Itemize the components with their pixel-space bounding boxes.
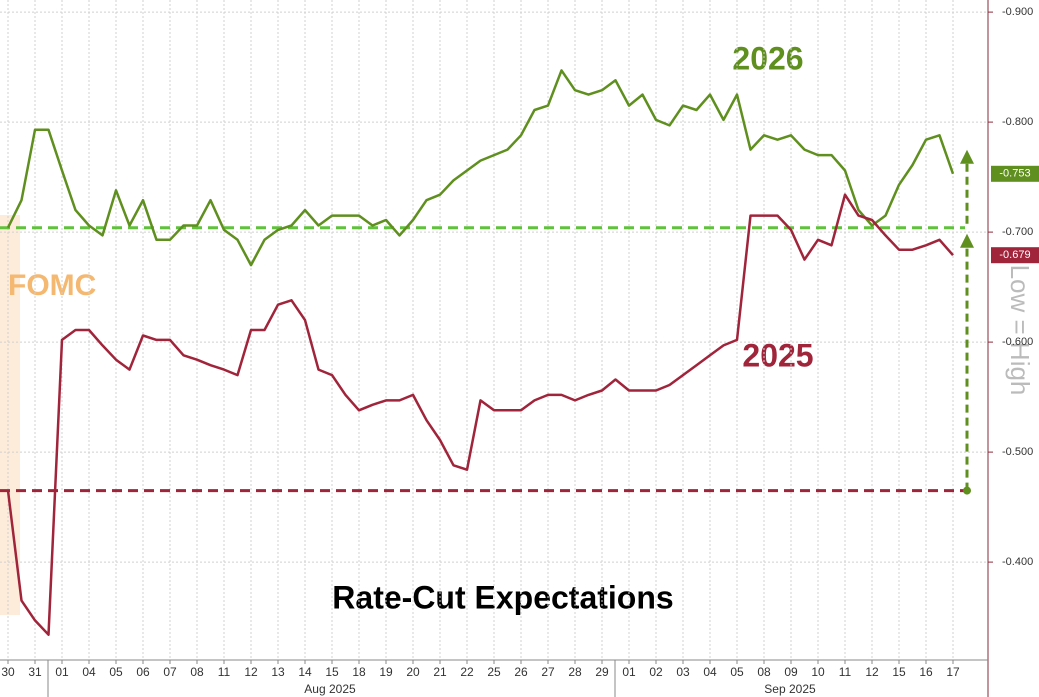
x-tick-label: 05 [109, 665, 123, 679]
x-tick-label: 15 [325, 665, 339, 679]
arrow-head [960, 233, 974, 248]
y-tick-label: -0.800 [1002, 116, 1033, 128]
x-tick-label: 05 [730, 665, 744, 679]
chart-title: Rate-Cut Expectations [332, 579, 673, 615]
x-tick-label: 13 [271, 665, 285, 679]
x-tick-label: 01 [55, 665, 69, 679]
x-tick-label: 06 [136, 665, 150, 679]
x-tick-label: 12 [865, 665, 879, 679]
x-tick-label: 04 [703, 665, 717, 679]
x-tick-label: 28 [568, 665, 582, 679]
x-tick-label: 02 [649, 665, 663, 679]
last-value-label: -0.679 [999, 249, 1030, 261]
x-tick-label: 31 [28, 665, 42, 679]
x-tick-label: 16 [919, 665, 933, 679]
series-line [6, 193, 954, 636]
x-tick-label: 14 [298, 665, 312, 679]
month-label: Sep 2025 [764, 682, 816, 696]
x-tick-label: 25 [487, 665, 501, 679]
x-tick-label: 01 [622, 665, 636, 679]
fomc-band [0, 215, 20, 615]
arrow-head [960, 149, 974, 164]
month-label: Aug 2025 [304, 682, 356, 696]
last-value-tag [991, 247, 1039, 264]
x-tick-label: 30 [1, 665, 15, 679]
y-tick-label: -0.500 [1002, 446, 1033, 458]
x-tick-label: 11 [839, 665, 852, 679]
last-value-label: -0.753 [999, 168, 1030, 180]
series-line [6, 69, 955, 267]
x-tick-label: 09 [784, 665, 798, 679]
annotation: 2026 [732, 40, 803, 76]
y-tick-label: -0.900 [1002, 6, 1033, 18]
x-tick-label: 15 [892, 665, 906, 679]
y-tick-label: -0.600 [1002, 336, 1033, 348]
x-tick-label: 11 [218, 665, 231, 679]
x-tick-label: 29 [595, 665, 609, 679]
annotation: Low = High [1005, 265, 1035, 396]
x-tick-label: 08 [757, 665, 771, 679]
x-tick-label: 22 [460, 665, 474, 679]
x-tick-label: 03 [676, 665, 690, 679]
x-tick-label: 18 [352, 665, 366, 679]
last-value-tag [991, 165, 1039, 182]
x-tick-label: 27 [541, 665, 555, 679]
x-tick-label: 08 [190, 665, 204, 679]
x-tick-label: 17 [946, 665, 960, 679]
x-tick-label: 20 [406, 665, 420, 679]
annotation: 2025 [742, 337, 813, 373]
x-tick-label: 10 [811, 665, 825, 679]
y-tick-label: -0.400 [1002, 556, 1033, 568]
x-tick-label: 21 [433, 665, 447, 679]
x-tick-label: 12 [244, 665, 258, 679]
x-tick-label: 07 [163, 665, 177, 679]
x-tick-label: 04 [82, 665, 96, 679]
x-tick-label: 26 [514, 665, 528, 679]
annotation: FOMC [8, 269, 96, 302]
x-tick-label: 19 [379, 665, 393, 679]
y-tick-label: -0.700 [1002, 226, 1033, 238]
